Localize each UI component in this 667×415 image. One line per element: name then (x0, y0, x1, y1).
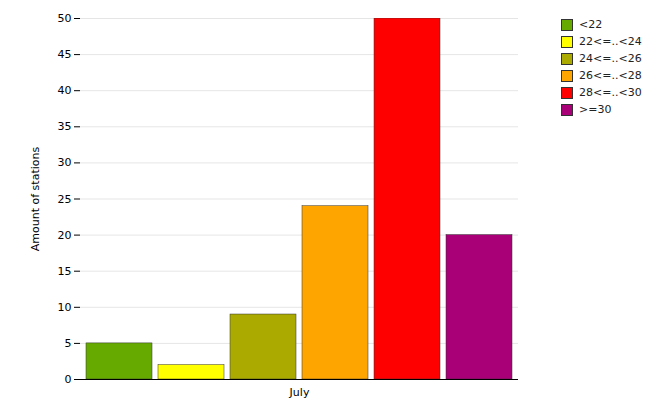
svg-text:50: 50 (58, 12, 72, 25)
svg-text:45: 45 (58, 48, 72, 61)
html-text:28<=..<30: 28<=..<30 (579, 86, 642, 99)
html-text:24<=..<26: 24<=..<26 (579, 52, 642, 65)
svg-text:0: 0 (65, 373, 72, 386)
html-text:<22: <22 (579, 18, 603, 31)
svg-text:30: 30 (58, 156, 72, 169)
svg-text:20: 20 (58, 229, 72, 242)
svg-text:25: 25 (58, 193, 72, 206)
svg-text:Amount of stations: Amount of stations (29, 147, 42, 252)
html-text:22<=..<24: 22<=..<24 (579, 35, 642, 48)
html-text:>=30: >=30 (579, 103, 612, 116)
svg-text:15: 15 (58, 265, 72, 278)
svg-text:5: 5 (65, 337, 72, 350)
svg-text:35: 35 (58, 120, 72, 133)
svg-text:40: 40 (58, 84, 72, 97)
svg-text:10: 10 (58, 301, 72, 314)
svg-text:July: July (289, 386, 310, 399)
html-text:26<=..<28: 26<=..<28 (579, 69, 642, 82)
